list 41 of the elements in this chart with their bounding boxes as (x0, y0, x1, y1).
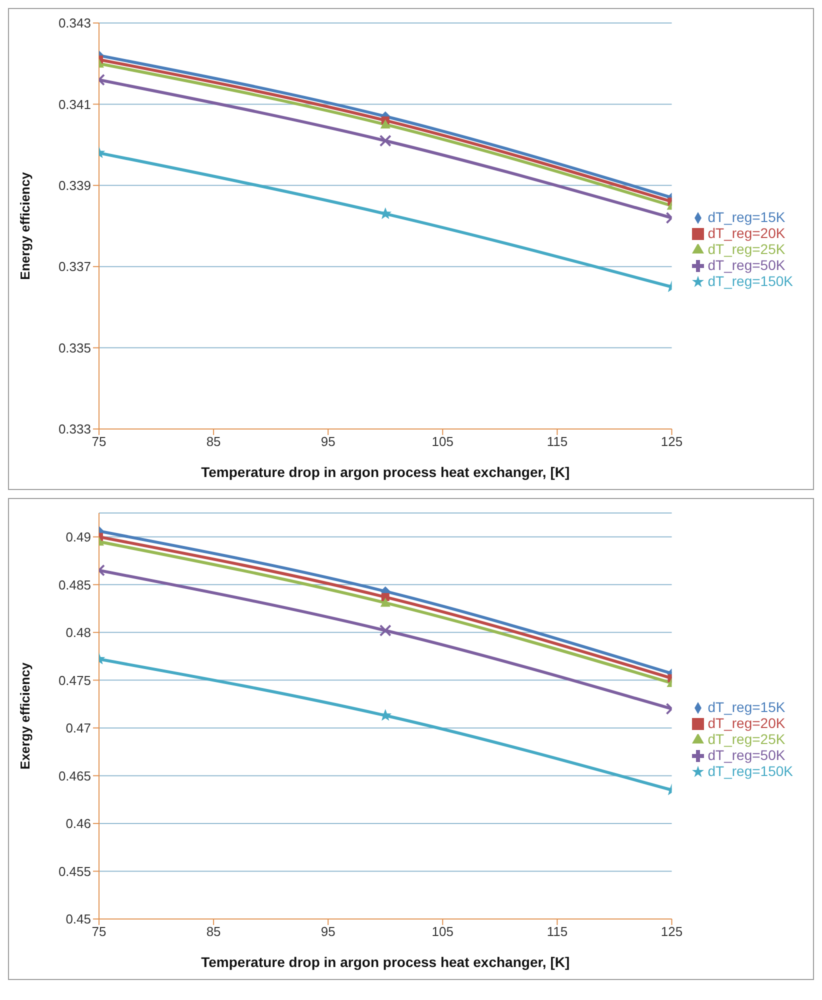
legend-label: dT_reg=15K (708, 209, 786, 225)
x-tick-label: 75 (92, 434, 106, 450)
y-tick-label: 0.45 (66, 912, 91, 927)
legend-label: dT_reg=25K (708, 731, 786, 747)
legend-label: dT_reg=15K (708, 699, 786, 715)
legend-label: dT_reg=50K (708, 257, 786, 273)
y-axis-title: Energy efficiency (18, 171, 33, 280)
x-tick-label: 125 (660, 924, 683, 940)
y-tick-label: 0.465 (58, 768, 91, 784)
y-tick-label: 0.333 (58, 422, 91, 437)
x-tick-label: 95 (320, 924, 336, 940)
x-tick-label: 115 (546, 924, 568, 940)
y-tick-label: 0.455 (58, 864, 91, 879)
y-axis-title: Exergy efficiency (18, 662, 33, 770)
x-tick-label: 115 (546, 434, 568, 450)
y-tick-label: 0.475 (58, 672, 91, 688)
legend-label: dT_reg=50K (708, 747, 786, 763)
y-tick-label: 0.47 (66, 720, 91, 736)
x-axis-title: Temperature drop in argon process heat exchanger, [K] (201, 954, 570, 970)
x-axis-title: Temperature drop in argon process heat exchanger, [K] (201, 464, 570, 480)
y-tick-label: 0.485 (58, 577, 91, 592)
y-tick-label: 0.337 (58, 259, 91, 274)
y-tick-label: 0.49 (66, 529, 91, 544)
x-tick-label: 95 (320, 434, 336, 450)
legend-label: dT_reg=25K (708, 241, 786, 257)
y-tick-label: 0.335 (58, 340, 91, 356)
y-tick-label: 0.339 (58, 178, 91, 194)
x-tick-label: 75 (92, 924, 106, 940)
y-tick-label: 0.48 (66, 625, 91, 640)
legend-label: dT_reg=150K (708, 273, 793, 289)
x-tick-label: 85 (206, 924, 221, 940)
y-tick-label: 0.343 (58, 16, 91, 31)
y-tick-label: 0.46 (66, 816, 91, 832)
x-tick-label: 125 (660, 434, 683, 450)
y-tick-label: 0.341 (58, 96, 91, 112)
legend-label: dT_reg=20K (708, 225, 786, 241)
x-tick-label: 105 (432, 924, 454, 940)
x-tick-label: 85 (206, 434, 221, 450)
x-tick-label: 105 (432, 434, 454, 450)
legend-label: dT_reg=20K (708, 715, 786, 731)
legend-label: dT_reg=150K (708, 763, 793, 779)
